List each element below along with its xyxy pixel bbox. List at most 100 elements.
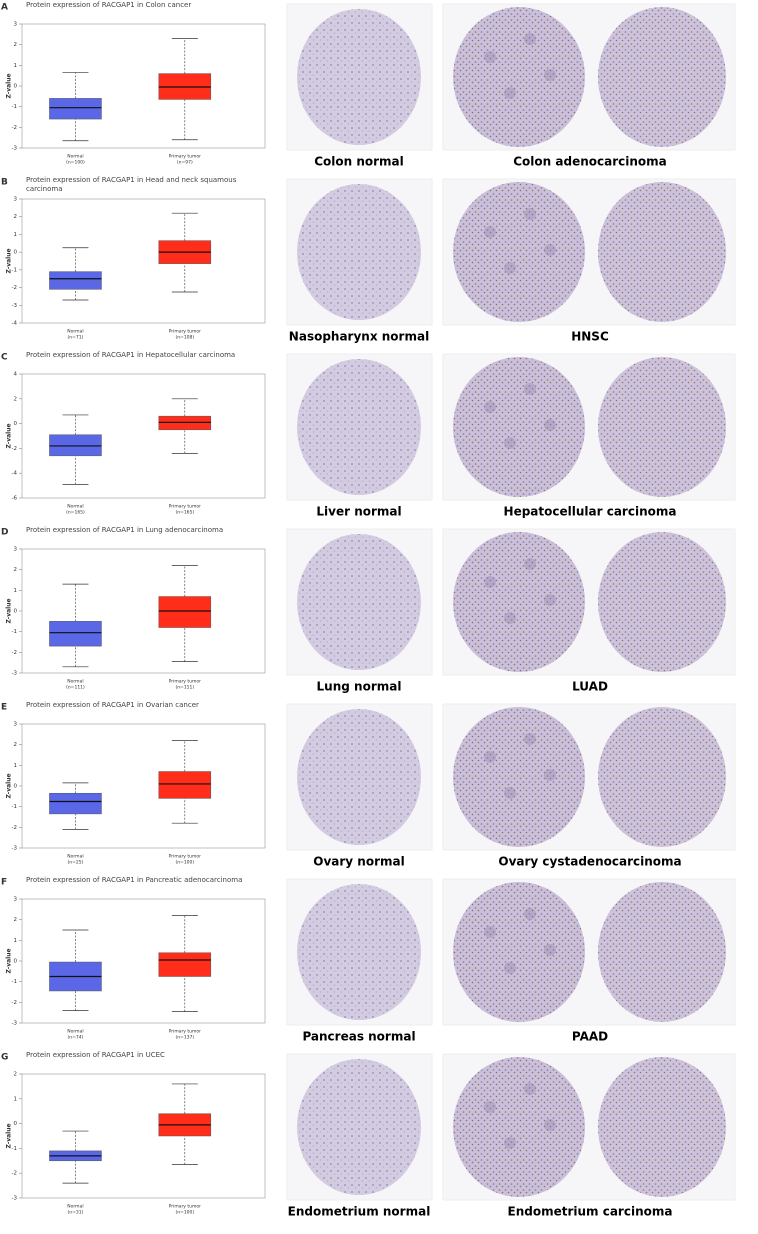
panel-letter: E <box>1 703 7 713</box>
sample-size: (n=74) <box>68 1035 84 1041</box>
image-caption: Endometrium carcinoma <box>508 1205 673 1219</box>
tissue-spot <box>504 1137 516 1149</box>
y-tick-label: 2 <box>14 214 18 220</box>
y-tick-label: -1 <box>12 629 17 635</box>
tissue-spot <box>544 944 556 956</box>
tissue-core <box>453 7 585 147</box>
sample-size: (n=97) <box>177 160 193 166</box>
tissue-core <box>297 9 421 145</box>
box <box>158 415 212 431</box>
y-tick-label: 4 <box>14 372 18 378</box>
tissue-core <box>297 359 421 495</box>
tissue-spot <box>504 612 516 624</box>
panel-letter: C <box>1 353 8 363</box>
tissue-spot <box>504 787 516 799</box>
x-tick-label: Normal <box>67 154 83 160</box>
y-axis-label: Z-value <box>6 948 13 973</box>
title-box: Protein expression of RACGAP1 in Hepatoc… <box>26 351 236 359</box>
x-tick-label: Normal <box>67 854 83 860</box>
y-tick-label: -3 <box>12 1021 18 1027</box>
image-caption: PAAD <box>572 1030 608 1044</box>
y-axis-label: Z-value <box>6 1123 13 1148</box>
tissue-spot <box>504 262 516 274</box>
x-tick-label: Normal <box>67 329 83 335</box>
y-tick-label: -3 <box>12 303 18 309</box>
sample-size: (n=100) <box>66 160 85 166</box>
y-tick-label: -4 <box>12 321 18 327</box>
y-tick-label: -3 <box>12 846 18 852</box>
tissue-spot <box>484 926 496 938</box>
image-caption: Liver normal <box>316 505 401 519</box>
image-caption: Hepatocellular carcinoma <box>504 505 677 519</box>
chart-title: Protein expression of RACGAP1 in Head an… <box>26 176 237 193</box>
y-axis-label: Z-value <box>6 423 13 448</box>
tissue-spot <box>544 594 556 606</box>
y-tick-label: -1 <box>12 104 17 110</box>
y-tick-label: 0 <box>14 84 18 90</box>
title-box: Protein expression of RACGAP1 in Head an… <box>26 176 237 193</box>
y-tick-label: 2 <box>14 396 18 402</box>
tissue-spot <box>524 33 536 45</box>
y-tick-label: 3 <box>14 722 18 728</box>
y-axis-label: Z-value <box>6 73 13 98</box>
tissue-core <box>598 882 726 1022</box>
plot-frame <box>21 1073 266 1199</box>
tissue-spot <box>484 751 496 763</box>
sample-size: (n=111) <box>175 685 194 691</box>
title-box: Protein expression of RACGAP1 in UCEC <box>26 1051 165 1059</box>
image-caption: Colon normal <box>314 155 404 169</box>
y-tick-label: 2 <box>14 567 18 573</box>
tissue-spot <box>524 733 536 745</box>
tissue-core <box>453 532 585 672</box>
image-caption: Lung normal <box>317 680 402 694</box>
tissue-spot <box>484 401 496 413</box>
y-tick-label: -1 <box>12 979 17 985</box>
y-tick-label: -3 <box>12 1196 18 1202</box>
box <box>49 621 102 647</box>
chart-title: Protein expression of RACGAP1 in Colon c… <box>26 1 192 9</box>
box <box>49 271 102 290</box>
y-tick-label: 3 <box>14 197 18 203</box>
tissue-core <box>598 532 726 672</box>
x-tick-label: Primary tumor <box>169 504 202 510</box>
y-tick-label: 1 <box>14 938 18 944</box>
title-box: Protein expression of RACGAP1 in Colon c… <box>26 1 192 9</box>
plot-frame <box>21 23 266 149</box>
tissue-spot <box>544 769 556 781</box>
y-tick-label: -2 <box>12 1000 17 1006</box>
sample-size: (n=165) <box>66 510 85 516</box>
box <box>158 952 212 977</box>
tissue-core <box>297 709 421 845</box>
tissue-spot <box>524 1083 536 1095</box>
y-tick-label: 1 <box>14 588 18 594</box>
image-caption: LUAD <box>572 680 608 694</box>
chart-title: Protein expression of RACGAP1 in Pancrea… <box>26 876 243 884</box>
tissue-core <box>453 1057 585 1197</box>
y-tick-label: -2 <box>12 825 17 831</box>
sample-size: (n=165) <box>175 510 194 516</box>
tissue-core <box>297 534 421 670</box>
x-tick-label: Primary tumor <box>169 854 202 860</box>
tissue-core <box>453 182 585 322</box>
plot-frame <box>21 548 266 674</box>
y-tick-label: 0 <box>14 250 18 256</box>
tissue-spot <box>544 244 556 256</box>
plot-frame <box>21 373 266 499</box>
box <box>49 434 102 457</box>
box <box>49 792 102 815</box>
tissue-core <box>297 884 421 1020</box>
y-tick-label: -2 <box>12 285 17 291</box>
image-caption: Pancreas normal <box>302 1030 415 1044</box>
x-tick-label: Normal <box>67 1029 83 1035</box>
plot-frame <box>21 723 266 849</box>
chart-title: Protein expression of RACGAP1 in Hepatoc… <box>26 351 236 359</box>
y-tick-label: -6 <box>12 496 18 502</box>
x-tick-label: Normal <box>67 679 83 685</box>
x-tick-label: Primary tumor <box>169 1029 202 1035</box>
x-tick-label: Primary tumor <box>169 329 202 335</box>
title-box: Protein expression of RACGAP1 in Pancrea… <box>26 876 243 884</box>
y-tick-label: 0 <box>14 959 18 965</box>
tissue-core <box>453 357 585 497</box>
tissue-core <box>598 707 726 847</box>
